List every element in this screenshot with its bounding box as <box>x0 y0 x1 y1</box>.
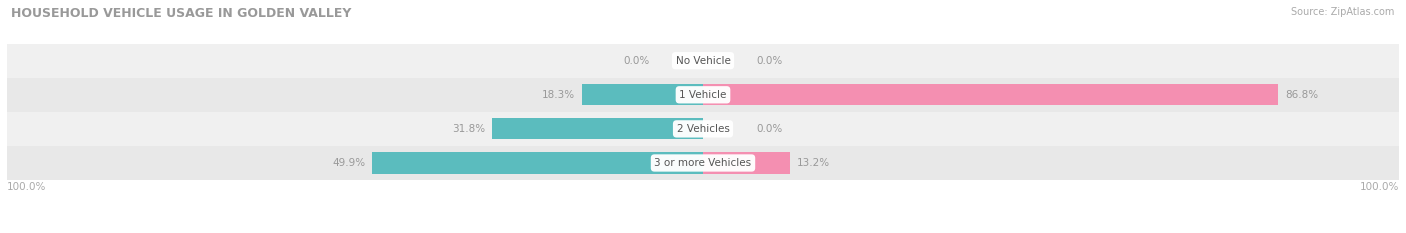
Text: 13.2%: 13.2% <box>797 158 831 168</box>
Text: 0.0%: 0.0% <box>756 56 782 66</box>
Bar <box>492 118 703 140</box>
Text: 100.0%: 100.0% <box>7 182 46 192</box>
Text: 18.3%: 18.3% <box>541 90 575 100</box>
Text: 49.9%: 49.9% <box>332 158 366 168</box>
Bar <box>7 78 1399 112</box>
Bar <box>703 152 790 174</box>
Text: No Vehicle: No Vehicle <box>675 56 731 66</box>
Text: Source: ZipAtlas.com: Source: ZipAtlas.com <box>1291 7 1395 17</box>
Bar <box>7 44 1399 78</box>
Bar <box>703 84 1278 105</box>
Text: 100.0%: 100.0% <box>1360 182 1399 192</box>
Text: 86.8%: 86.8% <box>1285 90 1317 100</box>
Text: 0.0%: 0.0% <box>756 124 782 134</box>
Bar <box>582 84 703 105</box>
Bar <box>373 152 703 174</box>
Text: 0.0%: 0.0% <box>624 56 650 66</box>
Text: 2 Vehicles: 2 Vehicles <box>676 124 730 134</box>
Text: 3 or more Vehicles: 3 or more Vehicles <box>654 158 752 168</box>
Bar <box>7 146 1399 180</box>
Text: 31.8%: 31.8% <box>453 124 485 134</box>
Bar <box>7 112 1399 146</box>
Text: 1 Vehicle: 1 Vehicle <box>679 90 727 100</box>
Text: HOUSEHOLD VEHICLE USAGE IN GOLDEN VALLEY: HOUSEHOLD VEHICLE USAGE IN GOLDEN VALLEY <box>11 7 352 20</box>
